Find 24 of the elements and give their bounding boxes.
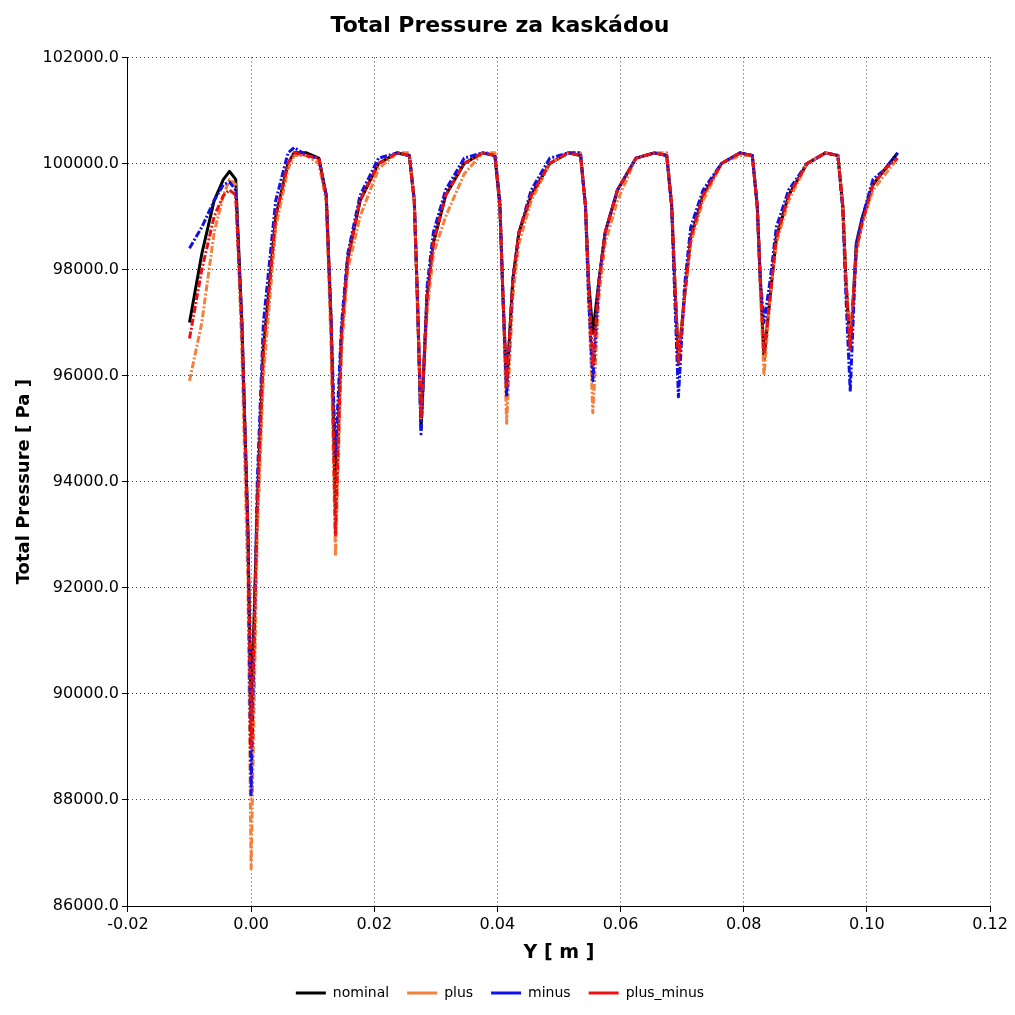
x-tick-label: 0.08 [725, 913, 762, 933]
x-tick-label: 0.10 [849, 913, 885, 933]
y-tick-label: 102000.0 [42, 46, 119, 66]
y-axis-title: Total Pressure [ Pa ] [12, 379, 34, 585]
y-tick-label: 98000.0 [52, 258, 119, 278]
x-tick-label: 0.06 [602, 913, 639, 933]
x-tick-label: 0.02 [356, 913, 393, 933]
x-tick-label: 0.00 [233, 913, 269, 933]
legend-label: minus [528, 983, 571, 1000]
x-axis-title: Y [ m ] [522, 939, 595, 962]
y-tick-label: 96000.0 [52, 364, 119, 384]
y-tick-label: 100000.0 [42, 152, 119, 172]
y-tick-label: 90000.0 [52, 683, 119, 703]
x-tick-label: 0.12 [972, 913, 1008, 933]
x-tick-label: -0.02 [107, 913, 149, 933]
legend-label: plus [444, 983, 474, 1000]
chart-title: Total Pressure za kaskádou [330, 11, 670, 37]
legend-label: plus_minus [625, 983, 705, 1000]
y-tick-label: 88000.0 [52, 789, 119, 809]
legend-label: nominal [332, 983, 390, 1000]
y-tick-label: 94000.0 [52, 470, 119, 490]
y-tick-label: 86000.0 [52, 895, 119, 915]
y-tick-label: 92000.0 [52, 576, 119, 596]
x-tick-label: 0.04 [479, 913, 516, 933]
